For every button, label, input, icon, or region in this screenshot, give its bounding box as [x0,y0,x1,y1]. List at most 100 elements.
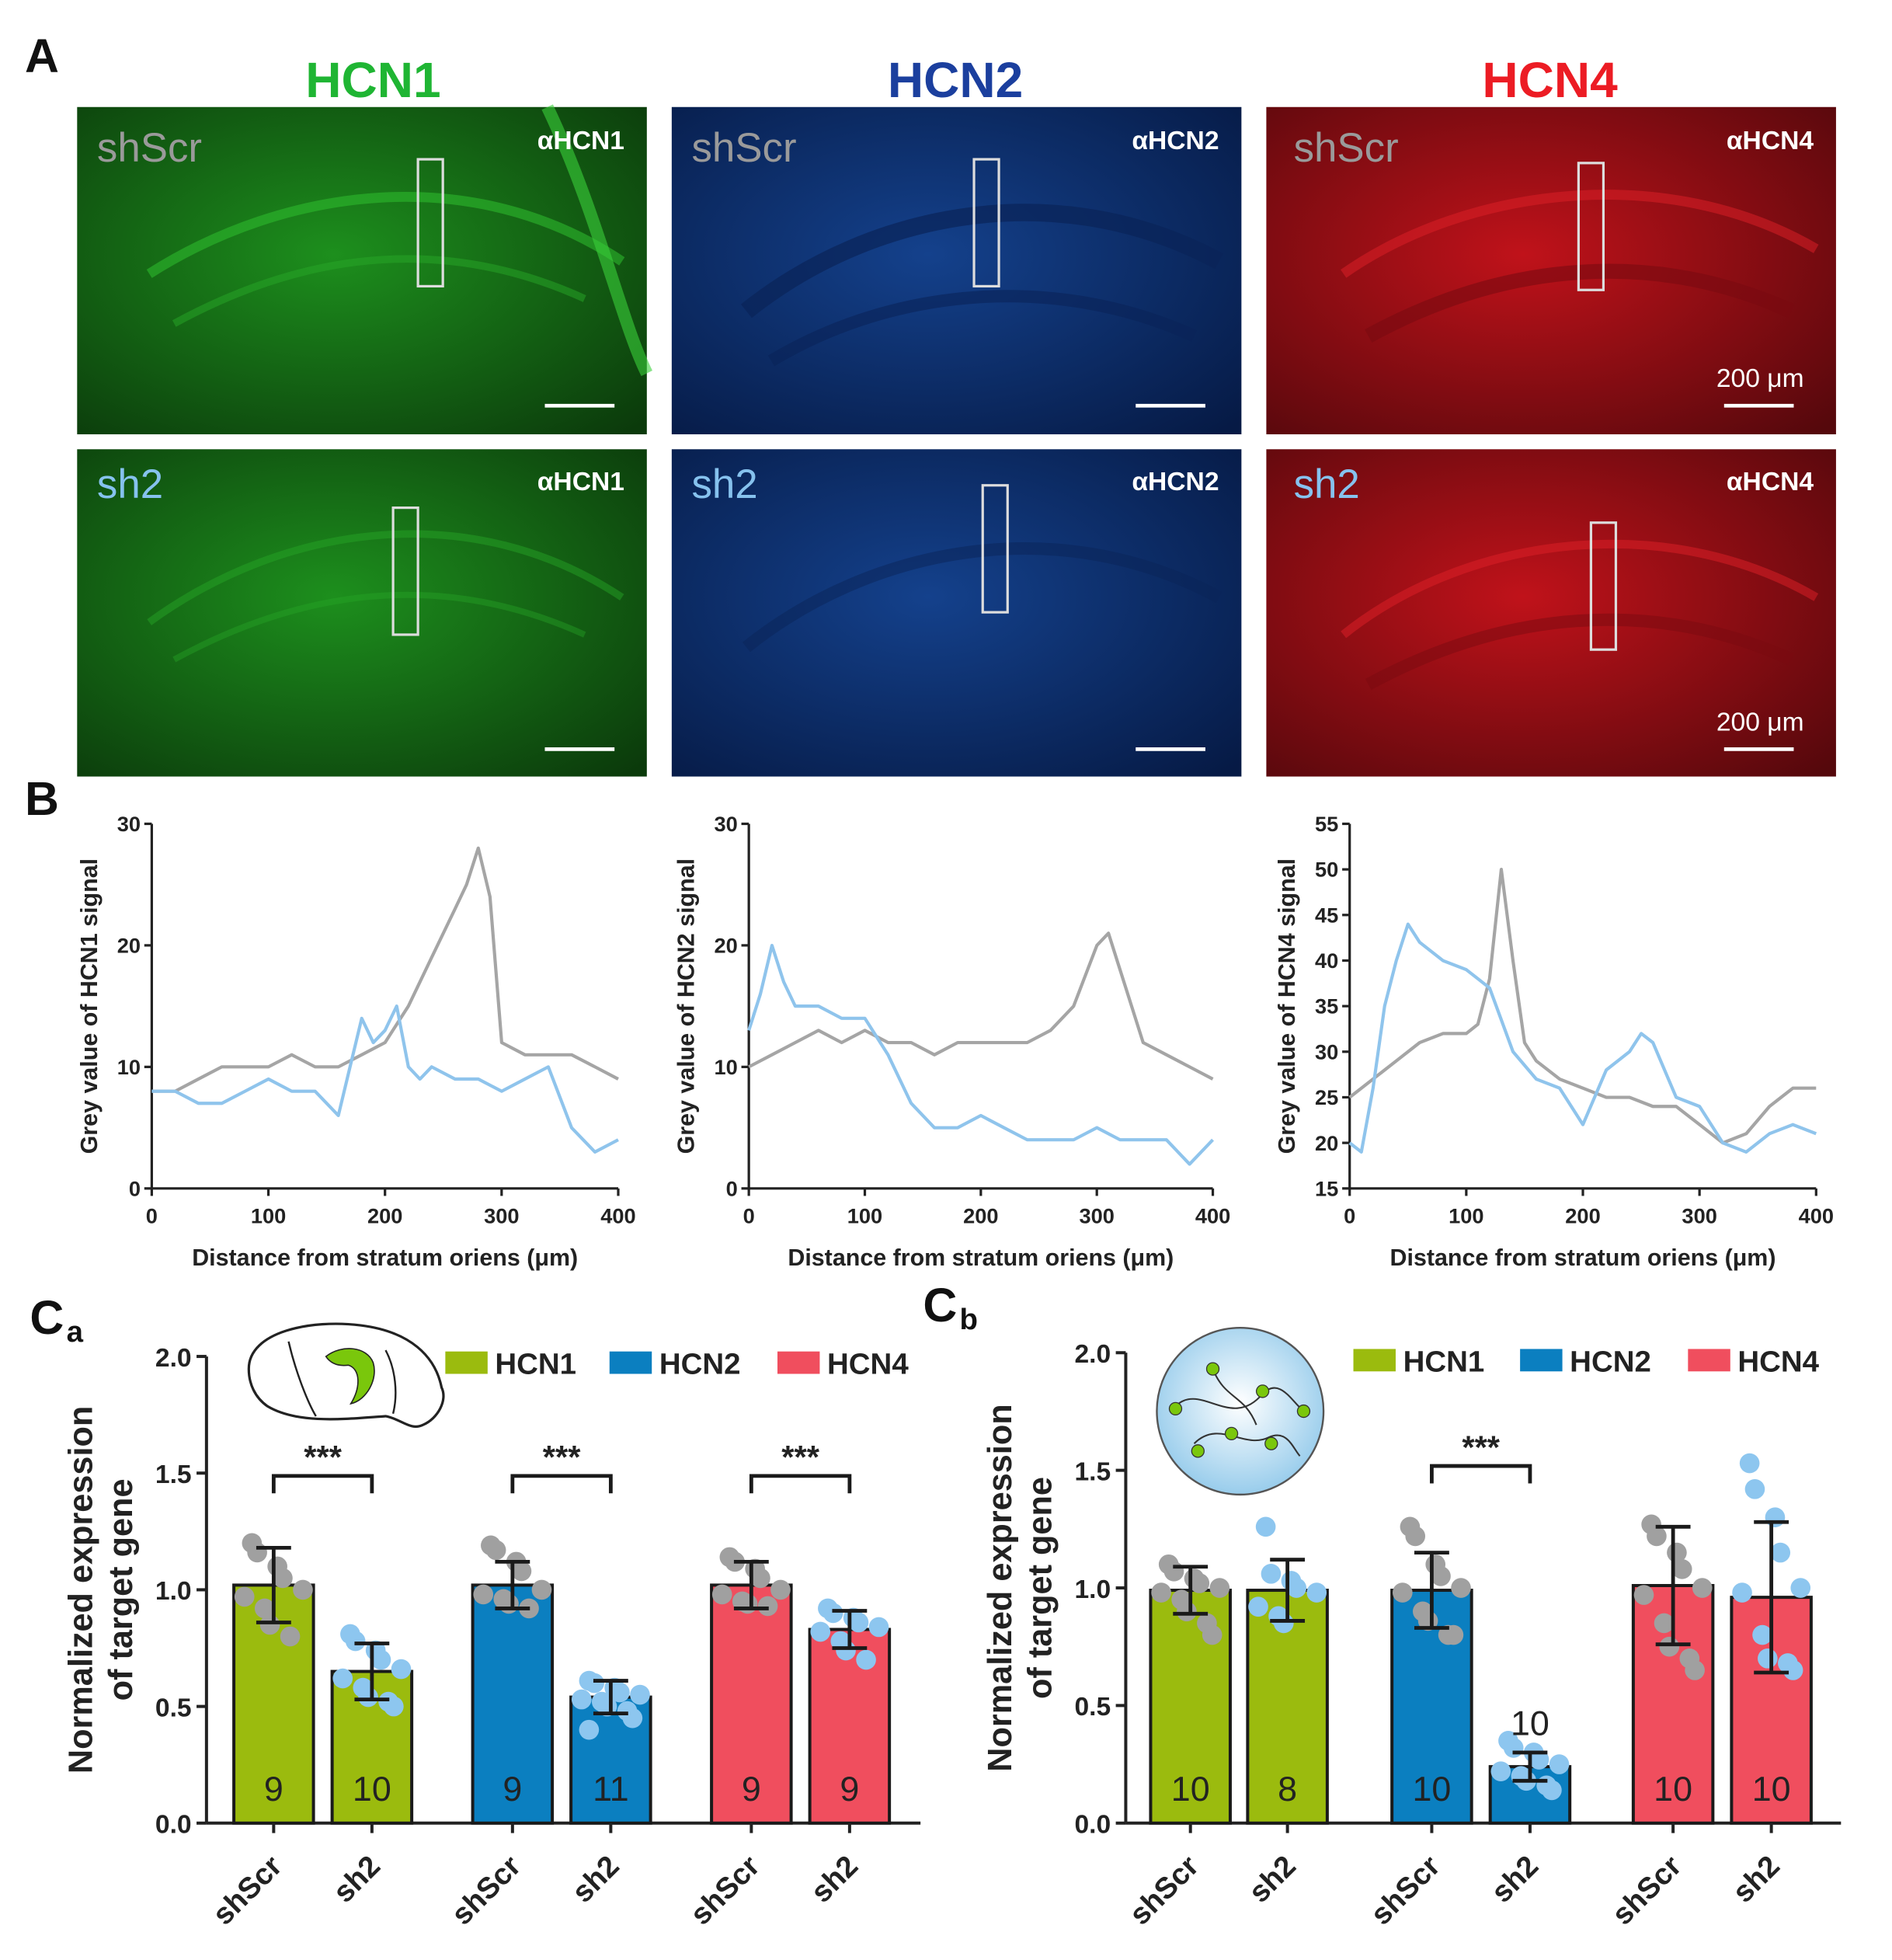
y-tick-label: 1.5 [155,1460,192,1489]
micrograph-hcn4-shscr: shScr αHCN4 200 μm [1266,106,1836,435]
data-point [1647,1526,1667,1547]
data-point [1692,1578,1713,1598]
data-point [848,1612,869,1633]
series-line-sh2 [1348,922,1817,1154]
significance-label: *** [543,1439,581,1475]
n-label: 10 [1654,1769,1692,1809]
y-tick-label: 10 [117,1055,141,1079]
data-point [1490,1761,1511,1781]
data-point [358,1687,378,1708]
x-category-label: shScr [684,1849,767,1931]
micrograph-hcn2-sh2: sh2 αHCN2 [671,449,1242,777]
n-label: 10 [1752,1769,1791,1809]
antibody-label: αHCN2 [1132,127,1219,155]
data-point [499,1593,519,1614]
column-title-hcn4: HCN4 [1482,52,1618,108]
data-point [485,1540,506,1561]
data-point [1770,1542,1791,1563]
y-tick-label: 1.5 [1074,1457,1111,1486]
x-tick-label: 400 [1799,1204,1834,1228]
y-tick-label: 10 [714,1055,737,1079]
significance-bracket [749,1474,852,1494]
y-tick-label: 15 [1315,1176,1338,1200]
n-label: 11 [593,1769,629,1809]
data-point [1671,1558,1692,1579]
data-point [770,1579,791,1600]
data-point [836,1640,856,1661]
data-point [1431,1566,1451,1586]
y-tick-label: 45 [1315,903,1338,927]
y-tick-label: 50 [1315,858,1338,882]
legend-label-hcn4: HCN4 [827,1347,909,1380]
data-point [1782,1660,1803,1680]
legend-swatch-hcn1 [445,1351,488,1374]
x-tick-label: 0 [743,1204,755,1228]
y-tick-label: 0 [129,1176,141,1200]
y-tick-label: 0.0 [1074,1811,1111,1840]
micrograph-hcn1-shscr: shScr αHCN1 [77,104,652,435]
legend-swatch-hcn4 [777,1351,820,1374]
row-label-shscr: shScr [1294,125,1399,171]
y-tick-label: 20 [117,934,141,958]
significance-label: *** [781,1439,819,1475]
data-point [1529,1749,1549,1770]
x-tick-label: 0 [146,1204,158,1228]
column-title-hcn1: HCN1 [305,52,440,108]
data-point [254,1598,275,1619]
x-category-label: shScr [1123,1849,1205,1931]
x-category-label: sh2 [1727,1849,1786,1909]
y-tick-label: 20 [714,934,737,958]
x-category-label: sh2 [327,1849,387,1909]
x-tick-label: 400 [600,1204,635,1228]
legend-label-hcn1: HCN1 [495,1347,576,1380]
data-point [1732,1582,1752,1603]
data-point [234,1586,255,1607]
x-category-label: shScr [207,1849,289,1931]
y-tick-label: 2.0 [1074,1340,1111,1369]
data-point [1274,1613,1294,1634]
row-label-sh2: sh2 [1294,461,1360,507]
y-tick-label: 1.0 [1074,1575,1111,1604]
data-point [750,1568,770,1589]
data-point [868,1617,889,1638]
y-axis-title: Normalized expression of target gene [63,1406,140,1774]
x-tick-label: 0 [1344,1204,1355,1228]
y-tick-label: 0.5 [155,1694,192,1722]
brain-schematic-icon [247,1322,445,1428]
data-point [332,1668,353,1689]
antibody-label: αHCN2 [1132,468,1219,496]
data-point [856,1649,876,1670]
data-point [511,1561,532,1582]
data-point [1752,1624,1772,1645]
data-point [1659,1636,1680,1657]
y-tick-label: 0 [726,1176,738,1200]
micrograph-hcn1-sh2: sh2 αHCN1 [77,449,647,777]
x-tick-label: 200 [963,1204,998,1228]
row-label-sh2: sh2 [691,461,757,507]
row-label-shscr: shScr [691,125,796,171]
data-point [1202,1624,1222,1645]
data-point [345,1631,366,1652]
n-label: 10 [353,1769,391,1809]
row-label-shscr: shScr [97,125,202,171]
data-point [1765,1507,1786,1528]
n-label: 9 [503,1769,522,1809]
data-point [280,1626,301,1647]
data-point [370,1649,391,1670]
x-tick-label: 300 [484,1204,519,1228]
data-point [1392,1582,1413,1603]
y-tick-label: 35 [1315,994,1338,1018]
data-point [1209,1578,1230,1598]
data-point [293,1579,313,1600]
data-point [579,1719,600,1740]
culture-dish-icon [1156,1327,1325,1496]
data-point [1255,1516,1276,1537]
data-point [1549,1754,1570,1774]
data-point [810,1621,831,1642]
x-tick-label: 300 [1682,1204,1716,1228]
x-tick-label: 100 [251,1204,286,1228]
data-point [273,1568,293,1589]
significance-bracket [1430,1464,1532,1484]
